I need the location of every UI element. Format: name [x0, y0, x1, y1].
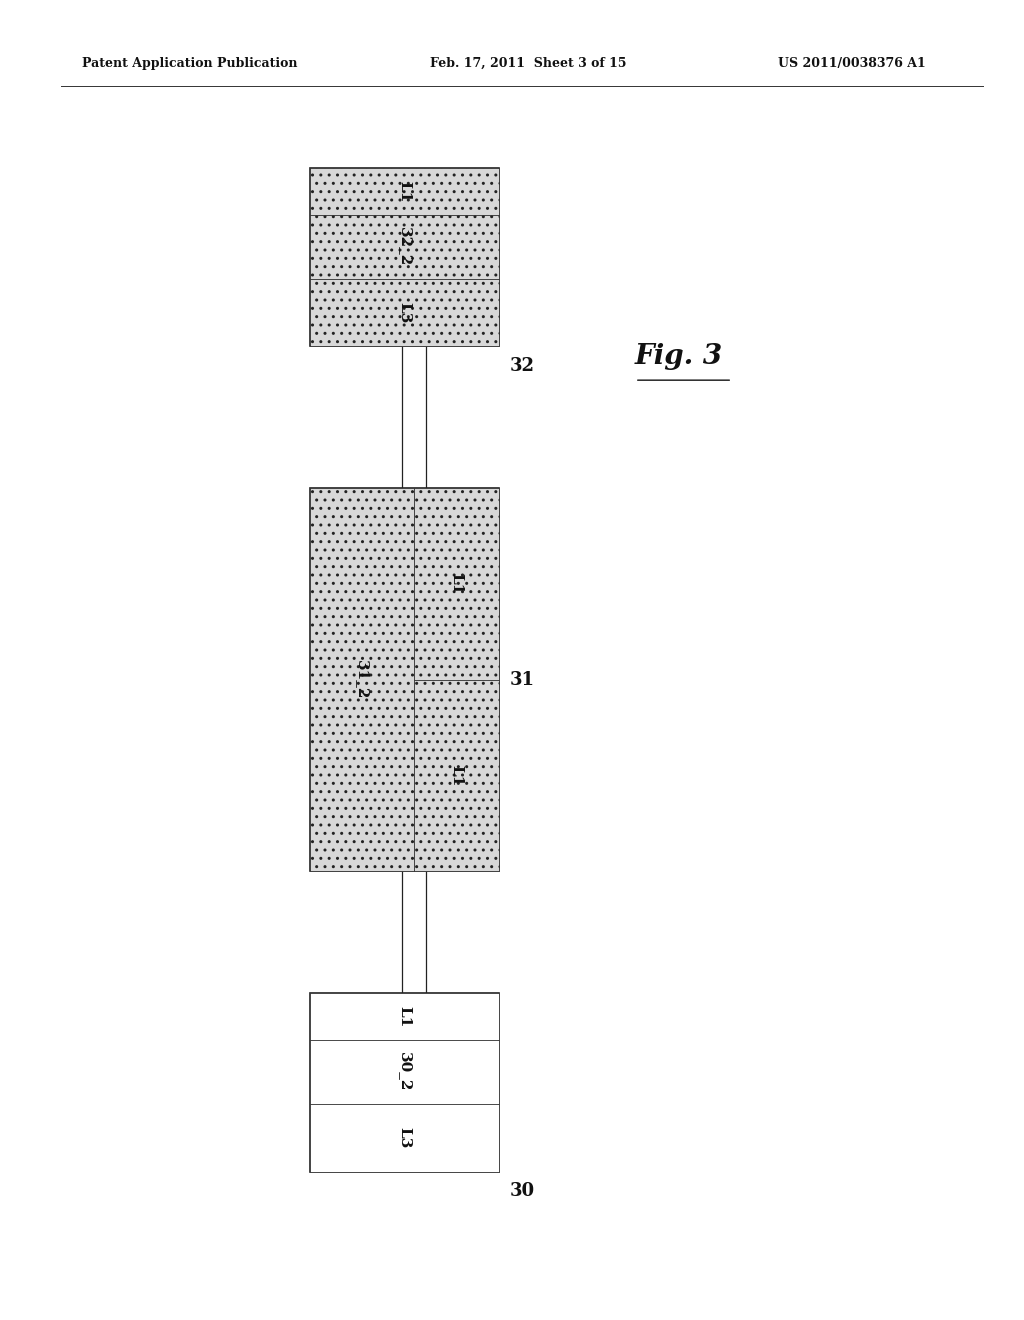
Bar [309, 1104, 500, 1172]
Text: L1: L1 [450, 764, 464, 787]
Bar [309, 488, 414, 871]
Text: L3: L3 [397, 302, 412, 323]
Text: L1: L1 [450, 573, 464, 595]
Text: L1: L1 [397, 1006, 412, 1027]
Bar [309, 215, 500, 279]
Text: Fig. 3: Fig. 3 [635, 343, 723, 370]
Bar [309, 993, 500, 1040]
Text: 31_2: 31_2 [355, 660, 369, 700]
Text: 32: 32 [510, 356, 535, 375]
Text: 32_2: 32_2 [397, 227, 412, 267]
Text: US 2011/0038376 A1: US 2011/0038376 A1 [778, 57, 926, 70]
Bar [309, 488, 500, 871]
Bar [309, 1040, 500, 1104]
Text: 31: 31 [510, 671, 535, 689]
Bar [309, 168, 500, 215]
Bar [309, 279, 500, 346]
Text: Feb. 17, 2011  Sheet 3 of 15: Feb. 17, 2011 Sheet 3 of 15 [430, 57, 627, 70]
Bar [309, 993, 500, 1172]
Text: 30_2: 30_2 [397, 1052, 412, 1092]
Text: L1: L1 [397, 181, 412, 202]
Bar [414, 488, 500, 680]
Text: Patent Application Publication: Patent Application Publication [82, 57, 297, 70]
Text: L3: L3 [397, 1127, 412, 1148]
Bar [414, 680, 500, 871]
Text: 30: 30 [510, 1183, 535, 1200]
Bar [309, 168, 500, 346]
